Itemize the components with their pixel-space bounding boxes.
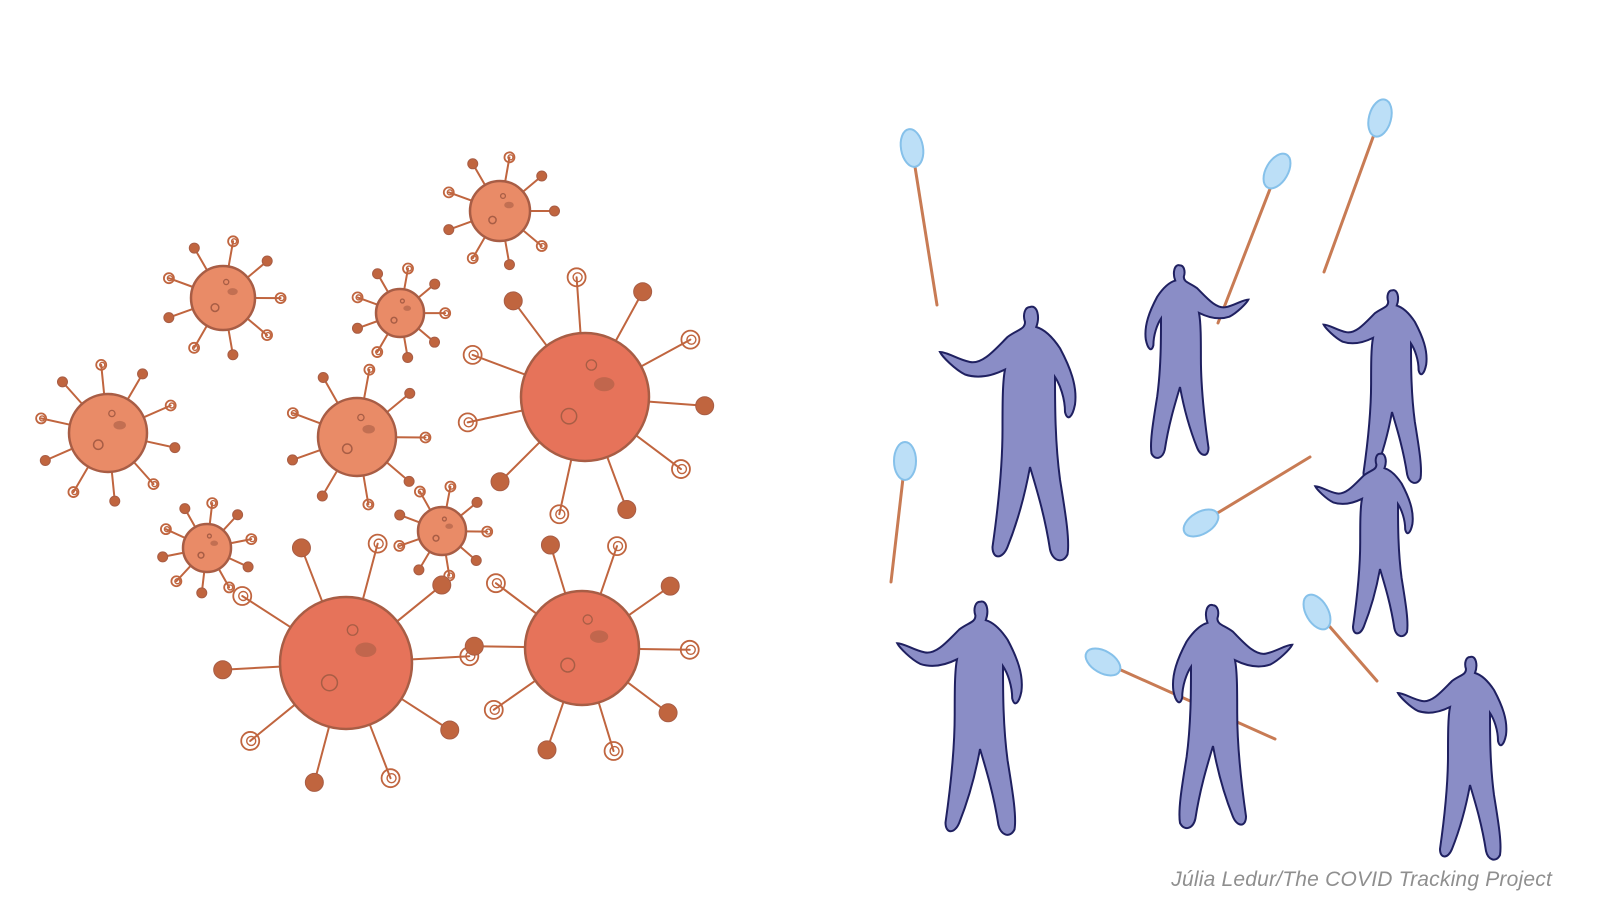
person-silhouette-icon [1144,264,1251,459]
virus-icon [163,235,287,361]
virus-icon [35,358,181,507]
person-silhouette-icon [1321,289,1428,484]
butterfly-net-icon [1216,152,1292,325]
butterfly-net-icon [889,441,917,584]
person-silhouette-icon [1396,655,1508,861]
person-silhouette-icon [1171,603,1294,830]
virus-icon [157,497,258,599]
virus-icon [286,363,432,511]
virus-icon [213,533,480,792]
butterfly-net-icon [899,128,939,307]
virus-icon [442,151,560,271]
net-group [889,98,1393,741]
virus-icon [351,262,452,364]
illustration-credit: Júlia Ledur/The COVID Tracking Project [1171,868,1552,891]
butterfly-net-icon [1302,593,1379,683]
person-silhouette-icon [1313,452,1414,638]
person-silhouette-icon [938,305,1077,562]
virus-icon [393,480,494,582]
virus-icon [457,267,715,525]
virus-group [35,151,715,792]
people-group [895,264,1508,861]
butterfly-net-icon [1322,98,1393,274]
butterfly-net-icon [1084,647,1277,741]
butterfly-net-icon [1182,455,1312,538]
person-silhouette-icon [895,600,1023,836]
virus-icon [464,535,700,761]
